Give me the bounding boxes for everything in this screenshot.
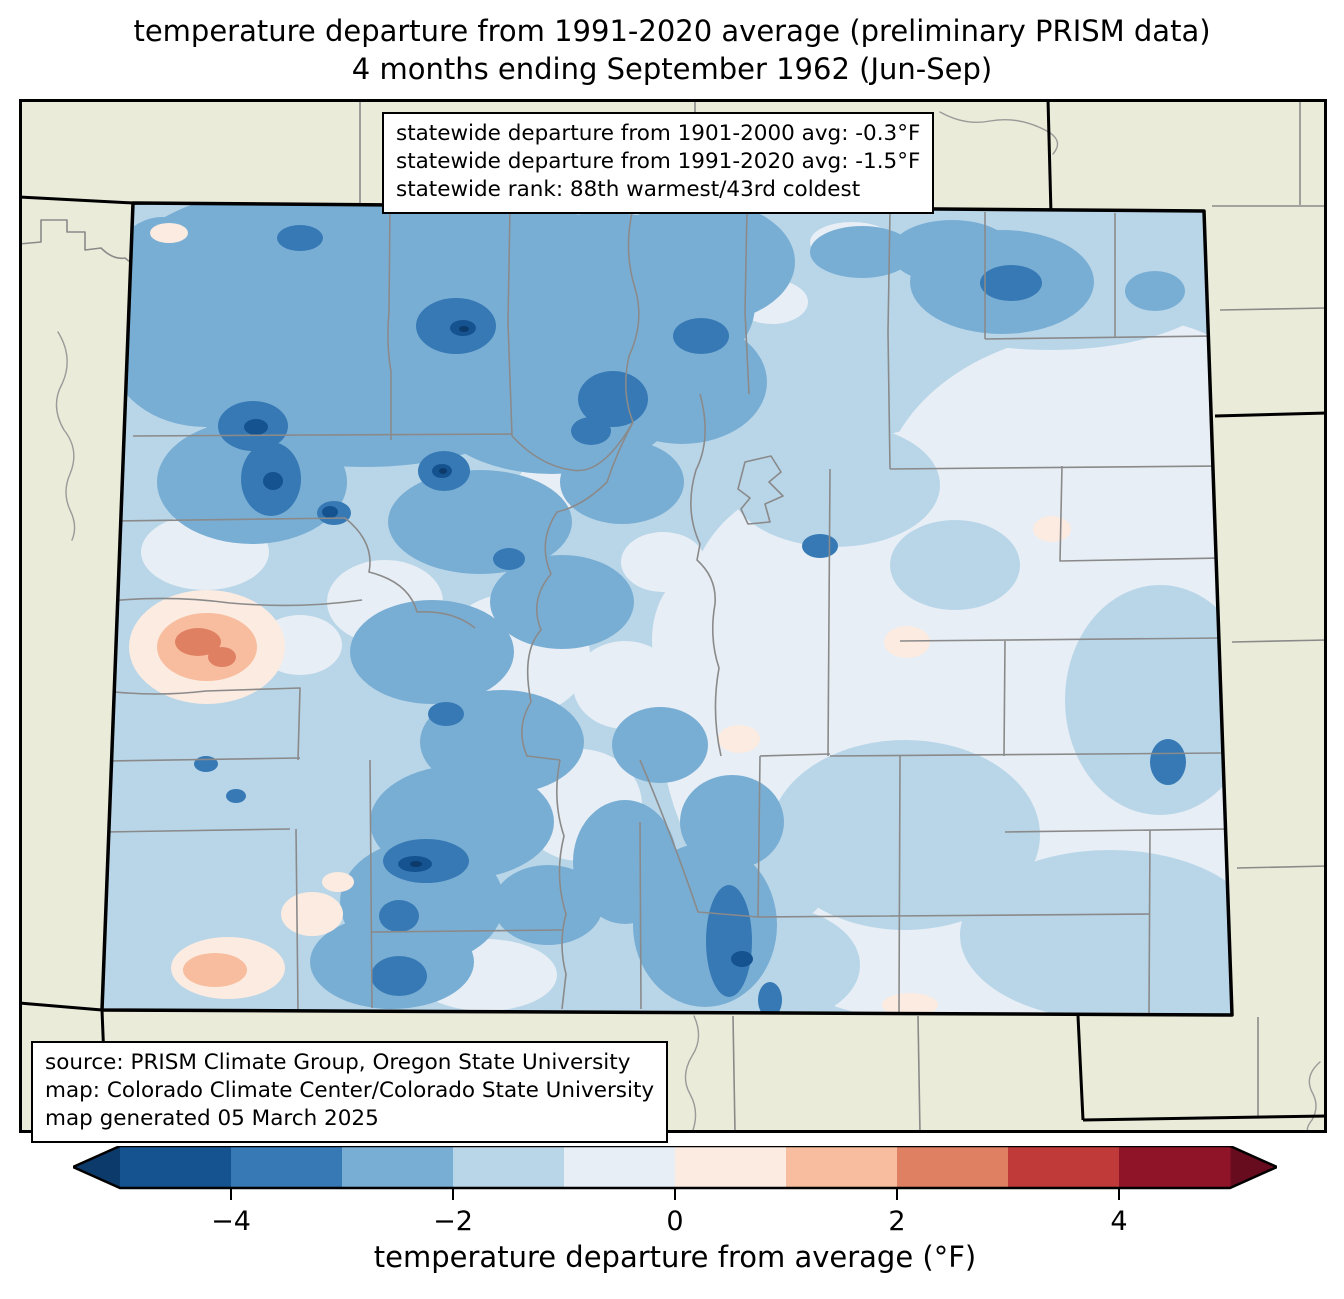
colorbar-segment bbox=[897, 1146, 1009, 1188]
stats-line-2: statewide departure from 1991-2020 avg: … bbox=[396, 149, 921, 174]
colorbar-tick-label: 0 bbox=[666, 1206, 683, 1237]
colorbar-segment bbox=[231, 1146, 343, 1188]
statewide-stats-box: statewide departure from 1901-2000 avg: … bbox=[382, 112, 935, 214]
source-line-3: map generated 05 March 2025 bbox=[45, 1106, 379, 1131]
stats-line-1: statewide departure from 1901-2000 avg: … bbox=[396, 121, 921, 146]
colorbar-segment bbox=[675, 1146, 787, 1188]
colorbar-segment bbox=[1008, 1146, 1120, 1188]
colorado-anomaly-field bbox=[102, 203, 1232, 1015]
title-line-2: 4 months ending September 1962 (Jun-Sep) bbox=[351, 52, 993, 86]
colorbar-segment bbox=[564, 1146, 676, 1188]
colorbar-outline bbox=[73, 1146, 1277, 1190]
title-line-1: temperature departure from 1991-2020 ave… bbox=[133, 14, 1211, 48]
colorbar-segment bbox=[786, 1146, 898, 1188]
page-title: temperature departure from 1991-2020 ave… bbox=[0, 12, 1344, 88]
colorbar-axis-label: temperature departure from average (°F) bbox=[373, 1240, 977, 1274]
colorbar-tick-label: −2 bbox=[433, 1206, 473, 1237]
source-line-2: map: Colorado Climate Center/Colorado St… bbox=[45, 1078, 655, 1103]
colorbar-segment bbox=[120, 1146, 232, 1188]
colorbar-over-arrow bbox=[1230, 1146, 1277, 1188]
colorbar-tick-label: −4 bbox=[211, 1206, 251, 1237]
colorbar-tick-label: 2 bbox=[888, 1206, 905, 1237]
colorbar-segment bbox=[342, 1146, 454, 1188]
colorado-anomaly-map-svg bbox=[19, 99, 1327, 1133]
colorbar-under-arrow bbox=[73, 1146, 120, 1188]
colorbar-tick-label: 4 bbox=[1110, 1206, 1127, 1237]
source-attribution-box: source: PRISM Climate Group, Oregon Stat… bbox=[31, 1041, 669, 1143]
river-lines bbox=[55, 111, 1321, 1133]
source-line-1: source: PRISM Climate Group, Oregon Stat… bbox=[45, 1050, 631, 1075]
stats-line-3: statewide rank: 88th warmest/43rd coldes… bbox=[396, 177, 861, 202]
colorbar-segment bbox=[1119, 1146, 1231, 1188]
map-outer-frame bbox=[19, 99, 1327, 1133]
colorbar: −4 −2 0 2 4 bbox=[73, 1146, 1277, 1237]
county-lines-colorado bbox=[103, 205, 1229, 1015]
colorbar-segment bbox=[453, 1146, 565, 1188]
